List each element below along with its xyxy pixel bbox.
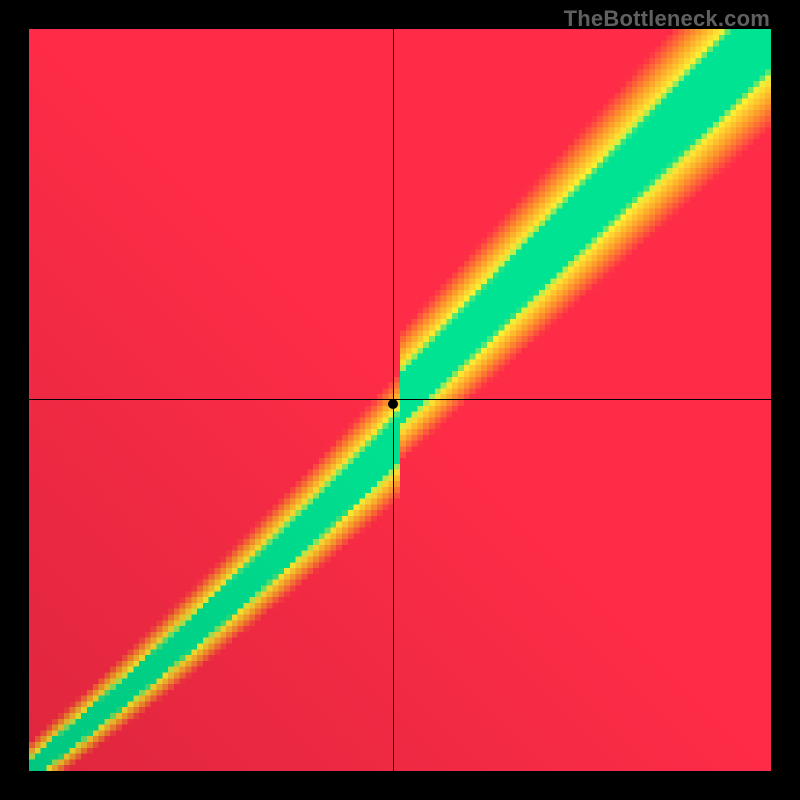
bottleneck-heatmap <box>29 29 771 771</box>
chart-frame: TheBottleneck.com <box>0 0 800 800</box>
plot-area <box>29 29 771 771</box>
